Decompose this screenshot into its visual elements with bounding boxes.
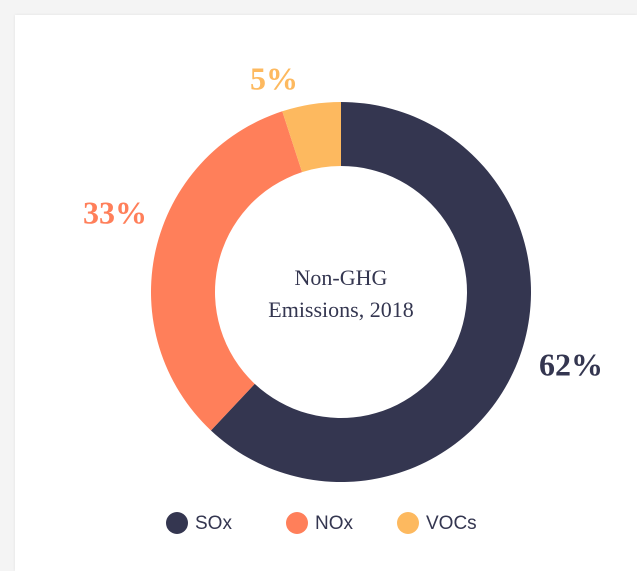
data-label: 5% [250,60,298,96]
legend-swatch [166,512,188,534]
legend-label: NOx [315,513,354,534]
legend-label: SOx [195,513,232,534]
donut-slice [210,102,532,482]
legend-label: VOCs [426,513,477,534]
legend-swatch [286,512,308,534]
data-label: 62% [539,346,603,382]
chart-title: Non-GHG Emissions, 2018 [268,265,414,322]
data-label: 33% [83,194,147,230]
donut-slice [150,111,303,431]
donut-slice [282,102,341,173]
legend-swatch [397,512,419,534]
